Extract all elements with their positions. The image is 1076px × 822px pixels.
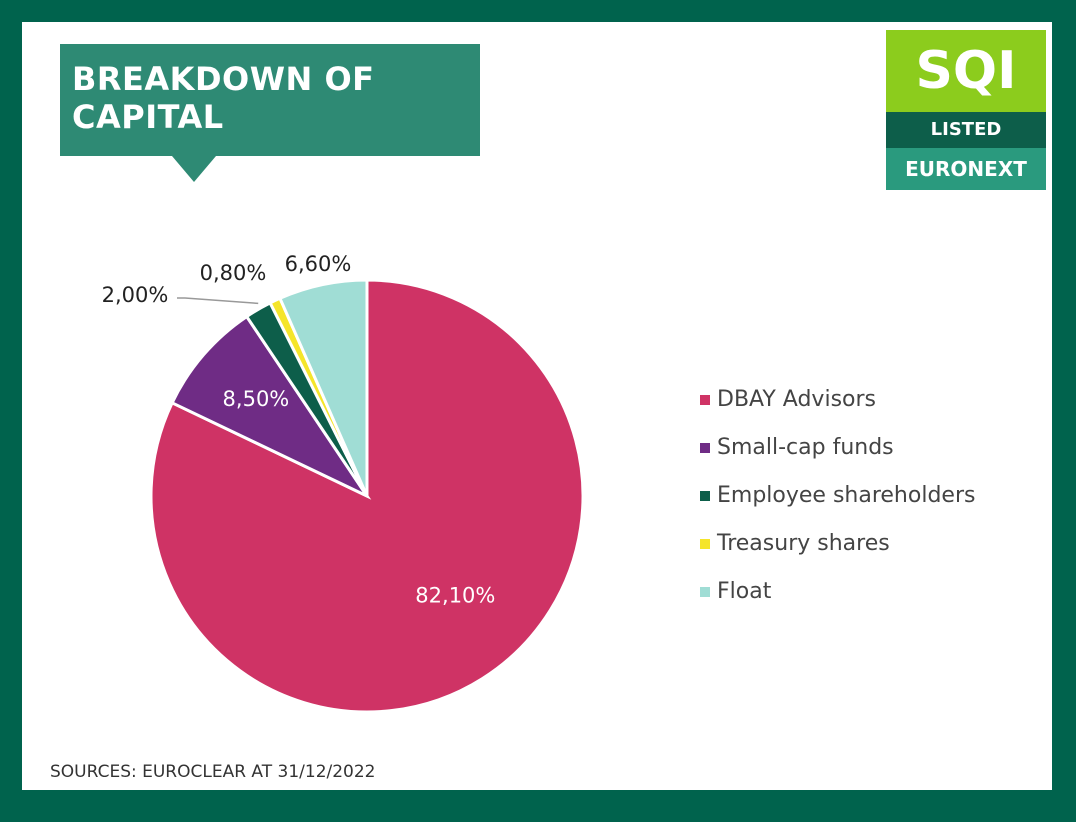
value-label: 0,80% — [200, 261, 267, 285]
legend-label: Treasury shares — [716, 531, 890, 556]
legend-label: Float — [717, 579, 772, 604]
logo-bottom: EURONEXT — [886, 148, 1046, 190]
legend-swatch — [700, 539, 710, 549]
pie-slice — [170, 314, 372, 500]
legend-swatch — [700, 395, 710, 405]
legend-swatch — [700, 491, 710, 501]
pie-slice — [277, 278, 369, 497]
value-label: 8,50% — [223, 387, 290, 411]
logo-top: SQI — [886, 30, 1046, 112]
chart-title: BREAKDOWN OF CAPITAL — [60, 44, 480, 156]
legend-swatch — [700, 443, 710, 453]
legend-swatch — [700, 587, 710, 597]
title-pointer — [172, 156, 216, 182]
legend-label: Small-cap funds — [717, 435, 894, 460]
leader-line — [177, 297, 259, 305]
legend-label: Employee shareholders — [717, 483, 975, 508]
value-label: 6,60% — [285, 252, 352, 276]
pie-slice — [149, 278, 585, 714]
source-note: SOURCES: EUROCLEAR AT 31/12/2022 — [50, 762, 376, 782]
logo: SQI LISTED EURONEXT — [886, 30, 1046, 190]
logo-middle: LISTED — [886, 112, 1046, 148]
value-label: 2,00% — [102, 283, 169, 307]
legend-label: DBAY Advisors — [717, 387, 876, 412]
value-label: 82,10% — [415, 584, 495, 608]
